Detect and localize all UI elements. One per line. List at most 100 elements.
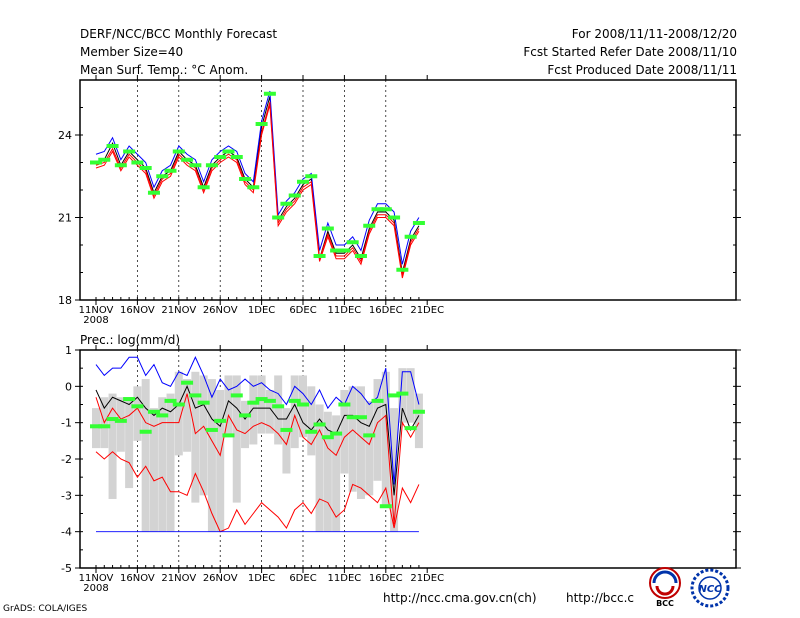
temp-member-marker xyxy=(354,254,367,258)
temp-member-marker xyxy=(272,215,285,220)
prec-range-box xyxy=(274,375,283,445)
temp-member-marker xyxy=(181,157,194,162)
prec-range-box xyxy=(174,371,183,456)
prec-ytick-label: -5 xyxy=(61,562,72,575)
prec-range-box xyxy=(406,368,415,423)
prec-range-box xyxy=(414,393,423,449)
chart-title: DERF/NCC/BCC Monthly Forecast xyxy=(80,27,278,41)
prec-range-box xyxy=(390,408,399,532)
ncc-url-link[interactable]: http://ncc.cma.gov.cn(ch) xyxy=(383,591,537,605)
prec-member-marker xyxy=(139,429,152,434)
prec-member-marker xyxy=(354,415,367,420)
prec-member-marker xyxy=(263,398,276,403)
prec-range-box xyxy=(332,415,341,532)
prec-member-marker xyxy=(297,402,309,407)
prec-xtick-year: 2008 xyxy=(83,583,108,594)
temp-member-marker xyxy=(338,248,351,253)
prec-range-box xyxy=(183,379,192,452)
refer-date: Fcst Started Refer Date 2008/11/10 xyxy=(523,45,737,59)
prec-xtick-label: 16DEC xyxy=(369,573,403,584)
prec-range-box xyxy=(348,386,357,492)
prec-member-marker xyxy=(412,409,425,414)
temp-member-marker xyxy=(388,215,401,220)
temp-member-marker xyxy=(321,226,334,231)
prec-member-marker xyxy=(404,426,417,431)
temp-member-marker xyxy=(313,254,326,258)
prec-member-marker xyxy=(288,398,301,403)
prec-xtick-label: 6DEC xyxy=(289,573,316,584)
temp-member-marker xyxy=(197,185,210,190)
prec-member-marker xyxy=(239,413,252,418)
forecast-period: For 2008/11/11-2008/12/20 xyxy=(571,27,737,41)
prec-xtick-label: 11DEC xyxy=(328,573,362,584)
temp-member-marker xyxy=(123,149,136,154)
prec-member-marker xyxy=(255,397,268,402)
temp-member-marker xyxy=(263,91,276,96)
prec-series-lower-2 xyxy=(95,451,420,533)
prec-range-box xyxy=(290,375,299,449)
temp-member-marker xyxy=(106,144,119,148)
prec-member-marker xyxy=(106,417,119,422)
prec-range-box xyxy=(166,393,175,532)
prec-range-box xyxy=(125,397,134,489)
ncc-logo: NCC xyxy=(690,568,730,608)
temp-member-marker xyxy=(147,190,160,195)
prec-member-marker xyxy=(363,433,376,438)
prec-member-marker xyxy=(131,404,144,409)
temp-member-marker xyxy=(288,193,301,198)
prec-range-box xyxy=(224,375,233,434)
temp-member-marker xyxy=(346,240,359,245)
temp-series-ensemble-mean xyxy=(95,96,420,273)
temp-xtick-label: 21DEC xyxy=(410,305,444,316)
prec-member-marker xyxy=(230,393,243,398)
prec-range-box xyxy=(381,371,390,507)
prec-ytick-label: -2 xyxy=(61,453,72,466)
prec-member-marker xyxy=(272,404,285,409)
prec-range-box xyxy=(232,375,241,503)
ncc-logo-text: NCC xyxy=(698,584,722,595)
prec-member-marker xyxy=(189,393,202,398)
prec-range-box xyxy=(323,411,332,532)
temp-member-marker xyxy=(255,122,268,126)
bcc-url-link[interactable]: http://bcc.c xyxy=(566,591,634,605)
temp-member-marker xyxy=(363,223,376,228)
grads-credit: GrADS: COLA/IGES xyxy=(3,604,88,614)
temp-ytick-label: 24 xyxy=(58,129,72,142)
variable-label: Mean Surf. Temp.: °C Anom. xyxy=(80,63,249,77)
prec-range-box xyxy=(141,379,150,532)
temp-member-marker xyxy=(412,221,425,225)
prec-range-box xyxy=(265,389,274,434)
prec-range-box xyxy=(191,371,200,503)
prec-member-marker xyxy=(379,504,392,509)
prec-range-box xyxy=(158,397,167,532)
temp-xtick-year: 2008 xyxy=(83,315,108,326)
temp-member-marker xyxy=(330,248,343,253)
temp-member-marker xyxy=(164,168,177,173)
temp-member-marker xyxy=(222,149,235,154)
prec-member-marker xyxy=(388,393,401,398)
temp-ytick-label: 21 xyxy=(58,212,72,225)
temp-ytick-label: 18 xyxy=(58,294,72,307)
temp-member-marker xyxy=(396,267,409,272)
temp-member-marker xyxy=(371,207,384,212)
prec-xtick-label: 21NOV xyxy=(161,573,196,584)
prec-member-marker xyxy=(114,418,127,423)
prec-member-marker xyxy=(280,427,293,432)
prec-xtick-label: 16NOV xyxy=(120,573,155,584)
prec-range-box xyxy=(365,400,374,496)
temp-plot-frame xyxy=(79,79,737,301)
temp-series-upper xyxy=(95,90,420,265)
prec-ytick-label: -1 xyxy=(61,417,72,430)
prec-series-lower-1 xyxy=(95,393,420,525)
prec-series-upper xyxy=(95,356,420,485)
prec-panel-title: Prec.: log(mm/d) xyxy=(80,333,180,347)
prec-member-marker xyxy=(98,424,111,429)
prec-range-box xyxy=(340,389,349,474)
prec-member-marker xyxy=(346,415,359,420)
prec-member-marker xyxy=(172,402,185,407)
prec-ytick-label: -3 xyxy=(61,489,72,502)
temp-xtick-label: 16NOV xyxy=(120,305,155,316)
temp-member-marker xyxy=(98,157,111,162)
prec-member-marker xyxy=(214,418,227,423)
